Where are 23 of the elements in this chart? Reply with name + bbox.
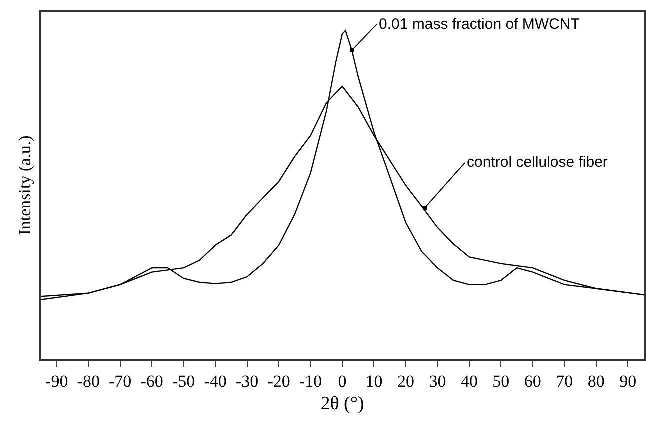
- x-tick-label: -20: [268, 372, 290, 392]
- x-tick-label: 30: [429, 372, 446, 392]
- x-tick-label: 0: [338, 372, 347, 392]
- x-tick-label: 60: [524, 372, 542, 392]
- x-tick-label: 20: [397, 372, 414, 392]
- x-tick-label: -50: [172, 372, 196, 392]
- x-tick-label: -40: [204, 372, 227, 392]
- x-tick-label: -80: [77, 372, 100, 392]
- x-tick-label: -70: [109, 372, 132, 392]
- annotation: 0.01 mass fraction of MWCNT: [379, 16, 580, 33]
- x-tick-label: -10: [299, 372, 322, 392]
- x-tick-label: 80: [588, 372, 605, 392]
- x-tick-label: -30: [236, 372, 259, 392]
- annotation: control cellulose fiber: [467, 154, 608, 171]
- x-tick-label: 50: [492, 372, 510, 392]
- x-tick-label: 70: [556, 372, 574, 392]
- x-tick-label: 10: [366, 372, 383, 392]
- y-axis-title: Intensity (a.u.): [15, 136, 34, 236]
- x-tick-label: 40: [460, 372, 478, 392]
- x-tick-label: -60: [140, 372, 164, 392]
- x-tick-label: -90: [46, 372, 68, 392]
- x-axis-title: 2θ (°): [320, 393, 364, 414]
- x-tick-label: 90: [620, 372, 637, 392]
